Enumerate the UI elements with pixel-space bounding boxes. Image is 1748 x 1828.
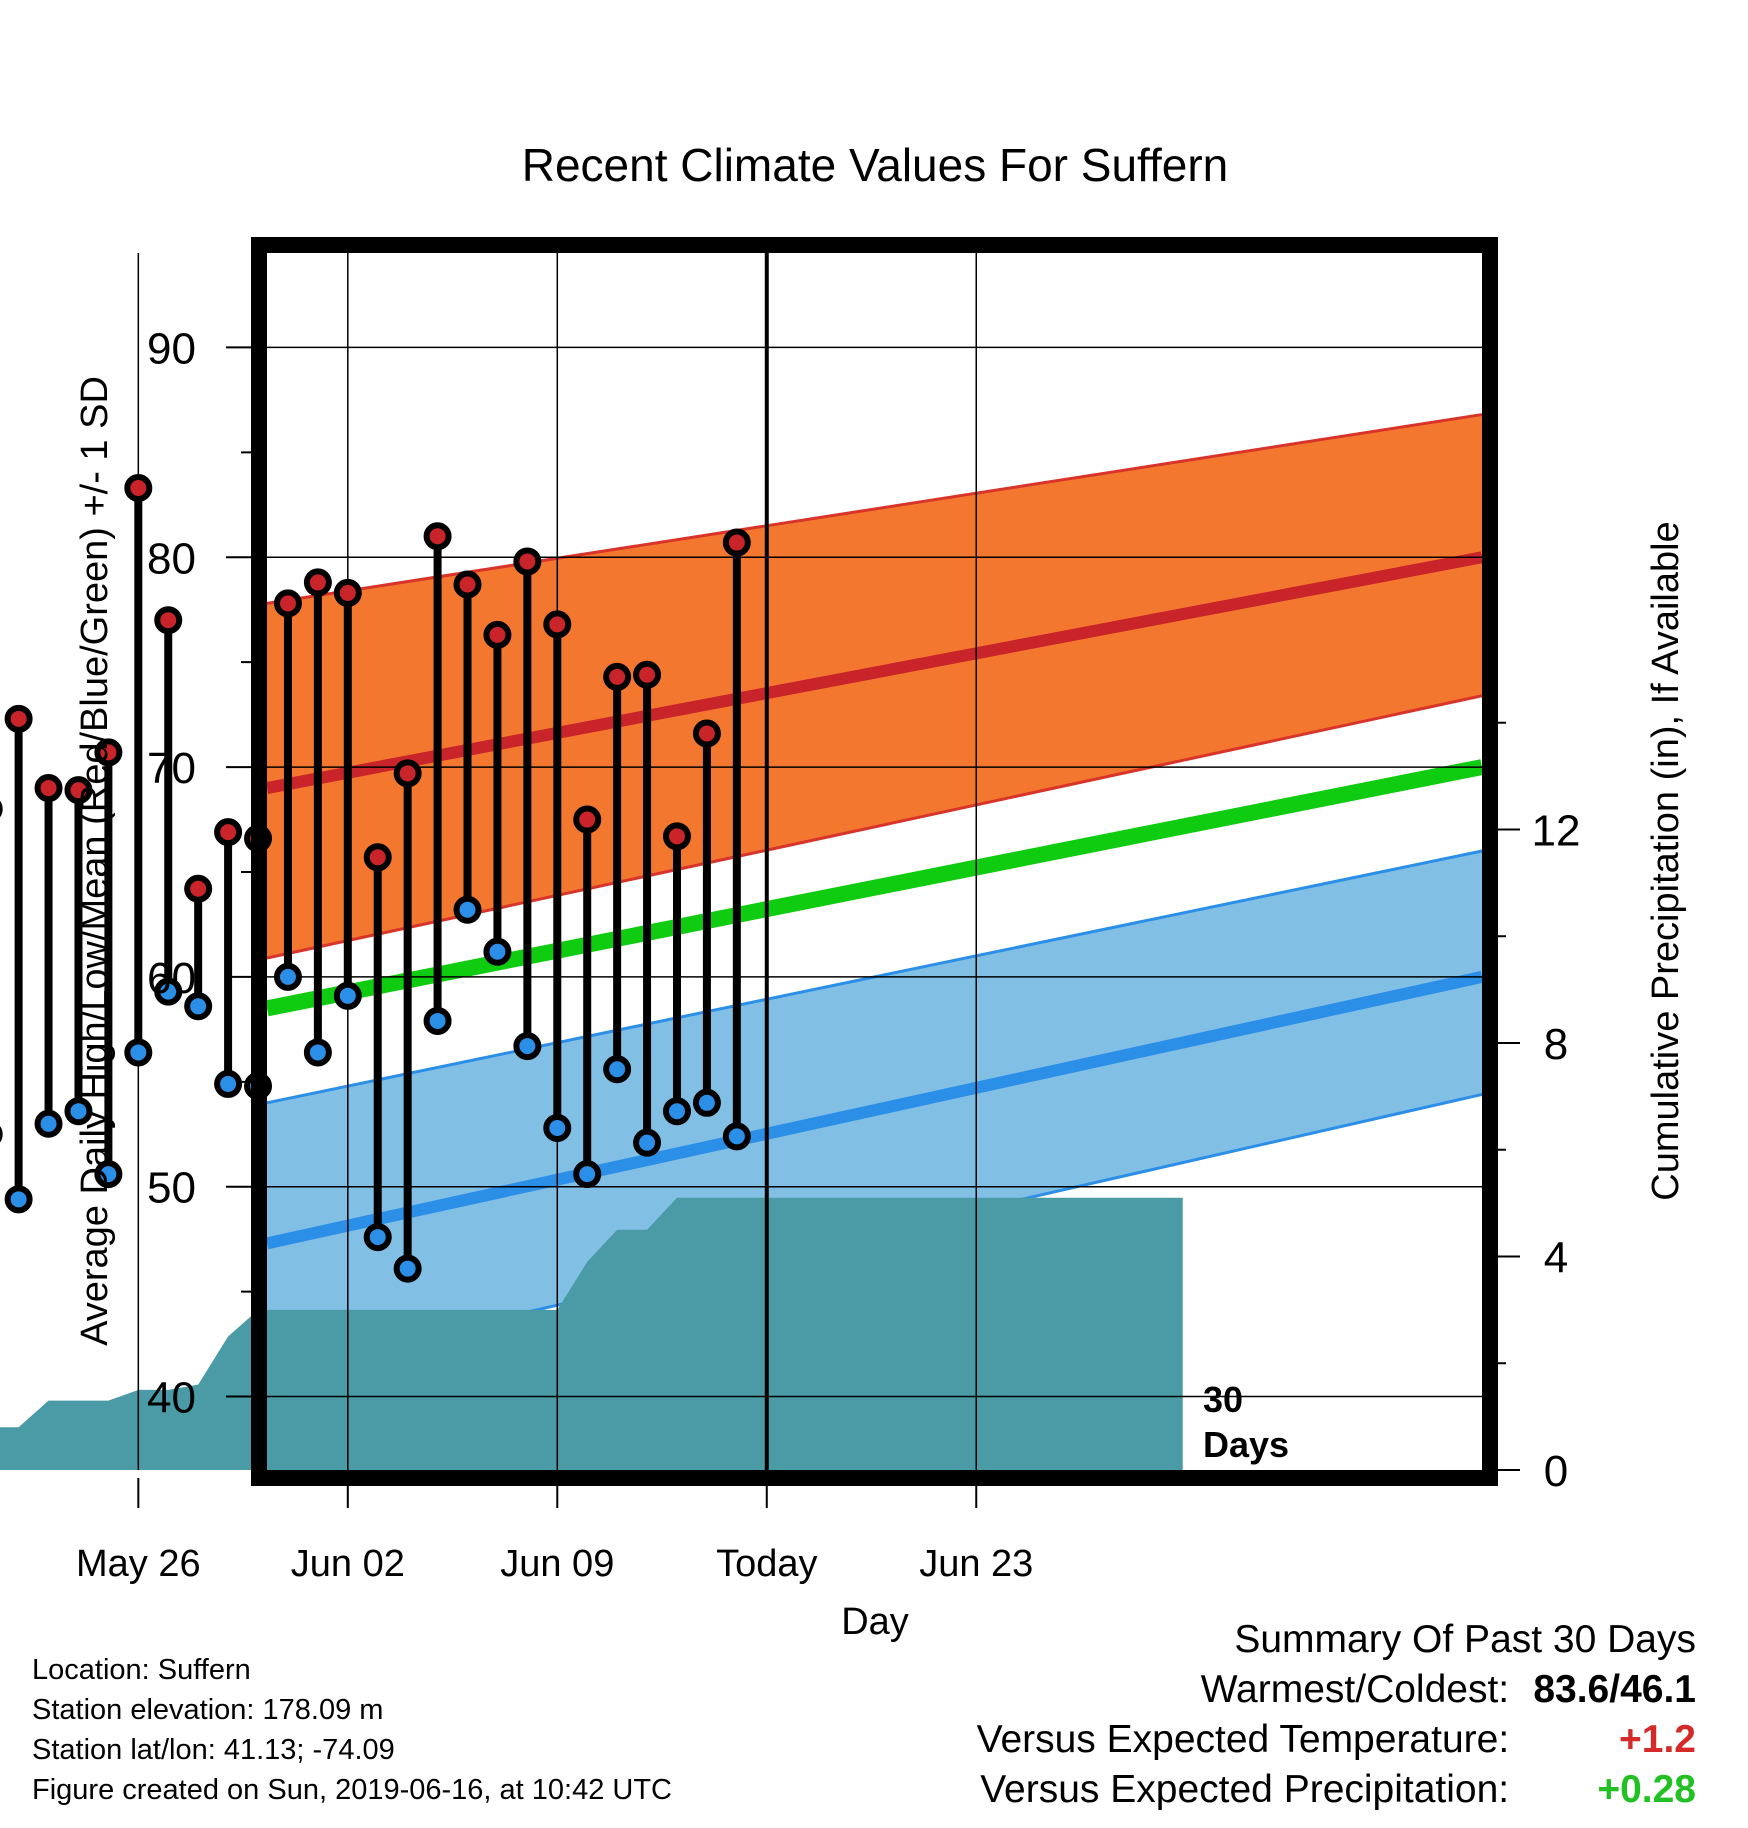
warmest-coldest-label: Warmest/Coldest: [1200,1668,1510,1711]
daily-low-marker [154,977,183,1006]
daily-low-marker [573,1160,602,1189]
daily-high-marker [393,759,422,788]
chart-title: Recent Climate Values For Suffern [522,139,1229,191]
normal-low-line [265,971,1484,1250]
created-text: Figure created on Sun, 2019-06-16, at 10… [32,1774,672,1806]
temp-anomaly-label: Versus Expected Temperature: [976,1718,1510,1761]
y2-axis-label: Cumulative Precipitation (in), If Availa… [1645,521,1687,1200]
daily-low-marker [722,1122,751,1151]
daily-high-marker [154,606,183,635]
daily-high-marker [603,662,632,691]
daily-low-marker [214,1069,243,1098]
y-axis-label: Average Daily High/Low/Mean (Red/Blue/Gr… [74,376,116,1346]
daily-low-marker [513,1032,542,1061]
daily-high-marker [64,776,93,805]
y-tick-label: 70 [147,744,196,793]
daily-low-marker [453,895,482,924]
station-info: Location: Suffern Station elevation: 178… [32,1650,672,1810]
daily-high-marker [483,620,512,649]
daily-low-marker [333,981,362,1010]
daily-high-marker [124,474,153,503]
precip-anomaly-label: Versus Expected Precipitation: [980,1768,1510,1811]
today-annotation-bottom: Days [1203,1424,1289,1465]
latlon-text: Station lat/lon: 41.13; -74.09 [32,1734,395,1766]
x-tick-label: Jun 02 [291,1543,405,1585]
daily-high-low-bars [0,474,751,1283]
daily-high-marker [692,719,721,748]
warmest-coldest-value: 83.6/46.1 [1533,1668,1696,1711]
daily-high-marker [214,818,243,847]
daily-high-marker [94,738,123,767]
daily-high-marker [662,822,691,851]
daily-high-marker [273,589,302,618]
x-tick-label: Today [716,1543,817,1585]
summary-heading: Summary Of Past 30 Days [1234,1618,1696,1661]
daily-low-marker [184,992,213,1021]
daily-low-marker [423,1006,452,1035]
high-sd-band [267,414,1482,959]
daily-low-marker [34,1109,63,1138]
daily-high-marker [363,843,392,872]
y2-tick-label: 0 [1544,1447,1568,1496]
daily-low-marker [662,1097,691,1126]
y-tick-label: 60 [147,954,196,1003]
daily-high-marker [543,610,572,639]
temp-anomaly-value: +1.2 [1619,1718,1696,1761]
daily-low-marker [64,1097,93,1126]
x-tick-label: May 26 [76,1543,201,1585]
daily-high-marker [453,570,482,599]
daily-high-marker [303,568,332,597]
daily-low-marker [543,1113,572,1142]
x-axis-label: Day [841,1601,909,1643]
warmest-coldest-row: Warmest/Coldest: 83.6/46.1 [977,1665,1696,1715]
y-tick-label: 80 [147,534,196,583]
normal-mean-line [265,759,1484,1017]
daily-high-marker [184,874,213,903]
precip-area [0,1197,1183,1470]
y-tick-label: 40 [147,1374,196,1423]
daily-high-marker [722,528,751,557]
daily-high-marker [4,704,33,733]
x-tick-label: Jun 09 [500,1543,614,1585]
daily-low-marker [303,1038,332,1067]
y2-tick-label: 8 [1544,1020,1568,1069]
daily-low-marker [363,1223,392,1252]
precipitation-area [0,1197,1183,1470]
daily-low-marker [393,1254,422,1283]
daily-low-marker [483,937,512,966]
precip-anomaly-row: Versus Expected Precipitation: +0.28 [977,1765,1696,1815]
summary-panel: Summary Of Past 30 Days Warmest/Coldest:… [977,1615,1696,1815]
daily-low-marker [4,1185,33,1214]
today-annotation-top: 30 [1203,1379,1243,1420]
y-tick-label: 90 [147,324,196,373]
daily-low-marker [273,962,302,991]
y2-tick-label: 4 [1544,1233,1568,1282]
daily-high-marker [513,547,542,576]
daily-high-marker [573,805,602,834]
daily-high-marker [633,660,662,689]
daily-low-marker [603,1055,632,1084]
daily-high-marker [333,578,362,607]
elevation-text: Station elevation: 178.09 m [32,1694,384,1726]
daily-high-marker [34,774,63,803]
daily-low-marker [94,1160,123,1189]
plot-frame [251,237,1498,1486]
temp-anomaly-row: Versus Expected Temperature: +1.2 [977,1715,1696,1765]
y-tick-label: 50 [147,1164,196,1213]
x-tick-label: Jun 23 [919,1543,1033,1585]
daily-low-marker [124,1038,153,1067]
daily-high-marker [423,522,452,551]
daily-low-marker [633,1128,662,1157]
y2-tick-label: 12 [1532,806,1581,855]
precip-anomaly-value: +0.28 [1597,1768,1696,1811]
location-text: Location: Suffern [32,1654,251,1686]
daily-low-marker [692,1088,721,1117]
